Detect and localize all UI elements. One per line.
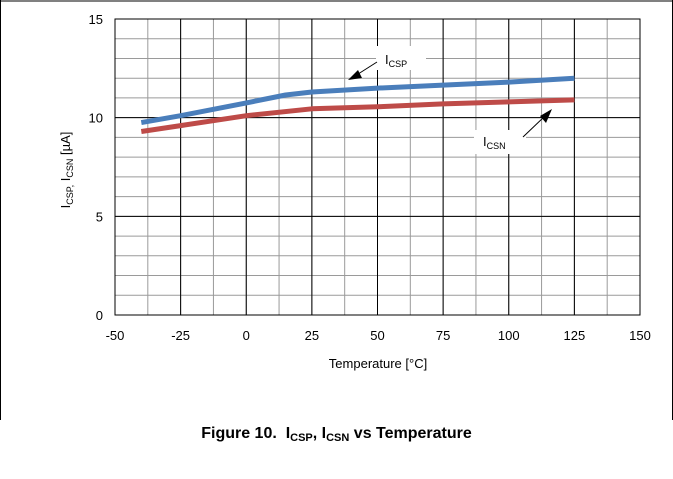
annotation-icsp-label: ICSP xyxy=(385,52,407,69)
x-tick-label: 25 xyxy=(305,328,319,343)
x-tick-label: -25 xyxy=(171,328,190,343)
x-tick-label: 0 xyxy=(243,328,250,343)
chart: -50 -25 0 25 50 75 100 125 150 0 5 10 15 Temperatur… xyxy=(0,0,673,420)
y-tick-label: 0 xyxy=(96,308,103,323)
x-tick-labels: -50 -25 0 25 50 75 100 125 150 xyxy=(106,328,651,343)
annotation-icsn-arrowhead xyxy=(540,109,552,123)
annotation-icsn-box xyxy=(474,130,526,154)
caption-i1: I xyxy=(285,425,291,442)
caption-sub-csp: CSP xyxy=(290,432,313,444)
series-line-icsp xyxy=(140,75,575,126)
x-tick-label: -50 xyxy=(106,328,125,343)
plot-area-border xyxy=(114,18,641,316)
series-layer xyxy=(140,75,575,134)
y-axis-label: ICSP, ICSN [µA] xyxy=(58,132,75,209)
caption-sep: , xyxy=(312,425,322,442)
y-tick-labels: 0 5 10 15 xyxy=(89,12,103,323)
y-tick-label: 15 xyxy=(89,12,103,27)
x-axis-label: Temperature [°C] xyxy=(329,356,427,371)
caption-rest: vs Temperature xyxy=(349,425,472,442)
caption-sub-csn: CSN xyxy=(326,432,350,444)
annotation-icsp-box xyxy=(376,46,426,70)
annotation-icsp-arrowhead xyxy=(348,70,362,80)
x-tick-label: 100 xyxy=(498,328,520,343)
annotation-icsn-label: ICSN xyxy=(483,134,506,151)
x-tick-label: 150 xyxy=(629,328,651,343)
x-tick-label: 50 xyxy=(370,328,384,343)
y-tick-label: 10 xyxy=(89,111,103,126)
series-line-icsn xyxy=(140,97,575,134)
x-tick-label: 125 xyxy=(564,328,586,343)
caption-figure-number: Figure 10. xyxy=(201,425,277,442)
figure-caption: Figure 10. ICSP, ICSN vs Temperature xyxy=(0,425,673,444)
caption-i2: I xyxy=(321,425,327,442)
annotation-icsn-arrow xyxy=(522,115,546,138)
y-tick-label: 5 xyxy=(96,209,103,224)
x-tick-label: 75 xyxy=(436,328,450,343)
